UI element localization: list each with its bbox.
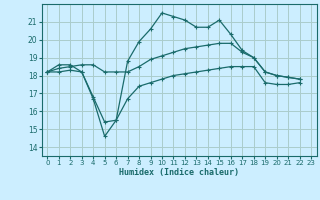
X-axis label: Humidex (Indice chaleur): Humidex (Indice chaleur) bbox=[119, 168, 239, 177]
